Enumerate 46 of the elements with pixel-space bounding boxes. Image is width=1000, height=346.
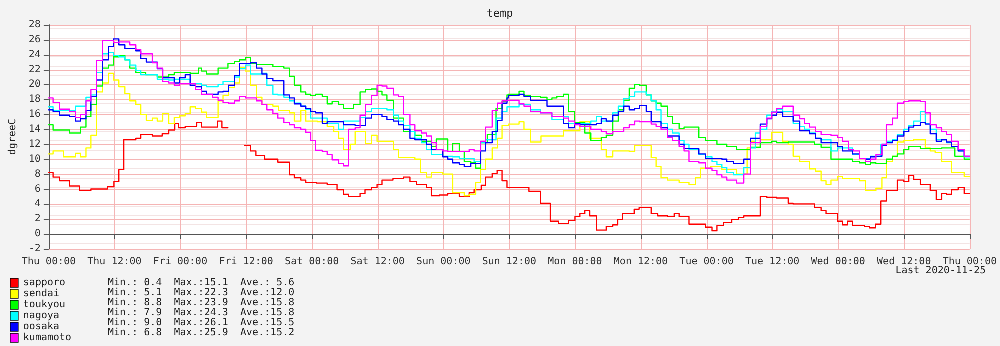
- x-tick-label: Wed 12:00: [877, 256, 932, 268]
- x-tick-label: Thu 00:00: [942, 256, 997, 268]
- x-tick-label: Mon 00:00: [548, 256, 602, 268]
- y-tick-label: -2: [28, 244, 41, 254]
- x-tick-label: Sun 00:00: [416, 256, 471, 268]
- text: Min.: 7.9 Max.:24.3 Ave.:15.8: [108, 308, 295, 318]
- text: Min.: 9.0 Max.:26.1 Ave.:15.5: [108, 318, 295, 328]
- y-tick-label: 6: [34, 184, 41, 195]
- text: Min.: 5.1 Max.:22.3 Ave.:12.0: [108, 288, 295, 298]
- x-tick-label: Tue 12:00: [745, 256, 800, 268]
- y-tick-label: 18: [28, 94, 41, 106]
- y-tick-label: 22: [28, 64, 41, 76]
- y-tick-label: 16: [28, 109, 41, 120]
- y-tick-label: 4: [34, 198, 41, 210]
- legend-label: oosaka: [23, 322, 60, 332]
- x-tick-label: Sun 12:00: [482, 256, 537, 268]
- y-tick-label: 28: [28, 20, 41, 30]
- y-tick-label: 14: [28, 124, 41, 136]
- x-tick-label: Wed 00:00: [811, 256, 866, 268]
- text: Last 2020-11-25: [896, 266, 986, 276]
- legend-label: nagoya: [23, 310, 60, 322]
- x-tick-label: Mon 12:00: [614, 256, 668, 268]
- y-tick-label: 2: [34, 214, 41, 225]
- text: Min.: 6.8 Max.:25.9 Ave.:15.2: [108, 328, 295, 338]
- legend-label: kumamoto: [23, 332, 72, 344]
- legend-label: sendai: [23, 288, 60, 300]
- y-tick-label: 20: [28, 79, 41, 90]
- y-tick-label: 12: [28, 138, 41, 150]
- y-tick-label: 24: [28, 49, 41, 60]
- x-tick-label: Sat 00:00: [284, 256, 340, 268]
- y-tick-label: 10: [28, 154, 41, 165]
- text: Min.: 0.4 Max.:15.1 Ave.: 5.6: [108, 278, 295, 288]
- legend-label: toukyou: [23, 300, 66, 310]
- y-axis-title: dgreeC: [8, 118, 18, 156]
- x-tick-label: Fri 12:00: [219, 256, 274, 268]
- y-tick-label: 8: [34, 168, 41, 180]
- text: Min.: 8.8 Max.:23.9 Ave.:15.8: [108, 298, 295, 308]
- y-tick-label: 0: [34, 228, 41, 240]
- y-tick-label: 26: [28, 34, 41, 46]
- x-tick-label: Sat 12:00: [350, 256, 405, 268]
- x-tick-label: Thu 00:00: [22, 256, 76, 268]
- x-tick-label: Fri 00:00: [153, 256, 208, 268]
- x-tick-label: Thu 12:00: [88, 256, 142, 268]
- x-tick-label: Tue 00:00: [680, 256, 734, 268]
- legend-label: sapporo: [23, 278, 66, 288]
- chart-title: temp: [486, 7, 514, 20]
